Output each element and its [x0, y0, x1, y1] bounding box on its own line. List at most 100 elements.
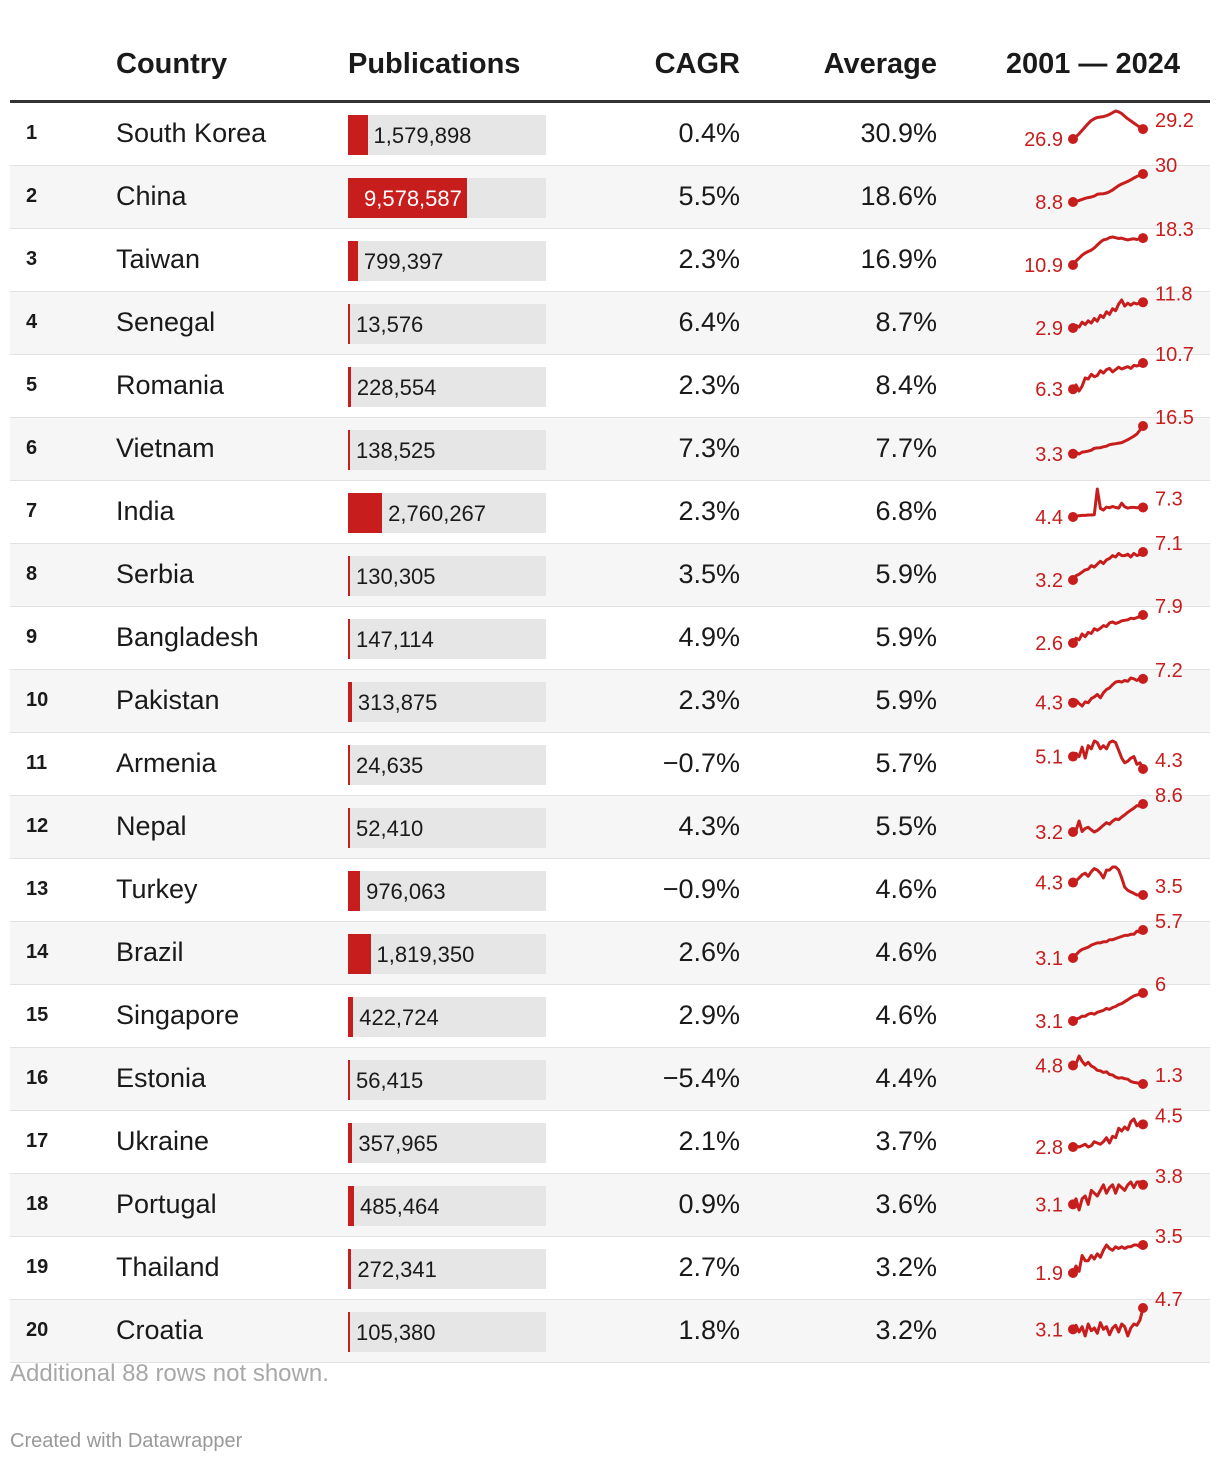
publications-bar: 52,410 — [348, 808, 546, 848]
publications-value: 228,554 — [356, 375, 437, 400]
cagr-cell: 2.3% — [678, 685, 740, 715]
trend-sparkline: 10.9 18.3 — [1024, 219, 1194, 277]
rank-cell: 4 — [26, 311, 38, 333]
sparkline-start-dot — [1068, 827, 1078, 837]
sparkline-end-label: 7.1 — [1155, 533, 1183, 555]
trend-sparkline: 3.2 7.1 — [1035, 533, 1183, 592]
sparkline-end-label: 11.8 — [1155, 283, 1192, 305]
header-average[interactable]: Average — [823, 48, 937, 80]
table-row: 7 India 2,760,267 2.3% 6.8% 4.4 7.3 — [10, 481, 1210, 544]
country-cell: Romania — [116, 370, 225, 400]
publications-value: 313,875 — [357, 690, 438, 715]
sparkline-end-label: 4.5 — [1155, 1105, 1183, 1127]
data-table: Country Publications CAGR Average 2001 —… — [10, 40, 1210, 1363]
average-cell: 30.9% — [860, 118, 937, 148]
sparkline-end-dot — [1138, 988, 1148, 998]
publications-value: 422,724 — [359, 1005, 439, 1030]
sparkline-line — [1071, 1180, 1145, 1212]
sparkline-start-dot — [1068, 877, 1078, 888]
sparkline-end-dot — [1138, 421, 1148, 431]
rank-cell: 2 — [26, 185, 38, 207]
trend-sparkline: 4.8 1.3 — [1035, 1054, 1183, 1089]
cagr-cell: 2.3% — [678, 244, 740, 274]
country-cell: Thailand — [116, 1252, 220, 1282]
sparkline-line — [1071, 424, 1145, 456]
publications-value: 357,965 — [358, 1131, 438, 1156]
trend-sparkline: 4.3 7.2 — [1035, 660, 1183, 715]
header-trend: 2001 — 2024 — [1005, 48, 1180, 80]
publications-value: 272,341 — [357, 1257, 437, 1282]
sparkline-start-dot — [1068, 751, 1078, 762]
publications-bar: 147,114 — [348, 619, 546, 659]
publications-value: 485,464 — [360, 1194, 440, 1219]
sparkline-end-label: 29.2 — [1155, 110, 1194, 132]
publications-bar-fill — [348, 1186, 354, 1226]
country-cell: Estonia — [116, 1063, 207, 1093]
sparkline-end-dot — [1138, 297, 1148, 308]
credit-line[interactable]: Created with Datawrapper — [10, 1430, 243, 1452]
sparkline-start-dot — [1068, 697, 1078, 708]
publications-bar-fill — [348, 1312, 350, 1352]
publications-bar: 1,579,898 — [348, 115, 546, 155]
sparkline-end-dot — [1138, 764, 1148, 774]
country-cell: Bangladesh — [116, 622, 259, 652]
publications-bar: 130,305 — [348, 556, 546, 596]
sparkline-line — [1071, 1243, 1145, 1275]
rank-cell: 12 — [26, 815, 49, 837]
publications-bar: 105,380 — [348, 1312, 546, 1352]
table-row: 12 Nepal 52,410 4.3% 5.5% 3.2 8.6 — [10, 785, 1210, 859]
sparkline-end-label: 4.3 — [1155, 750, 1183, 772]
table-row: 14 Brazil 1,819,350 2.6% 4.6% 3.1 5.7 — [10, 911, 1210, 985]
sparkline-start-dot — [1068, 1199, 1078, 1210]
country-cell: Pakistan — [116, 685, 220, 715]
sparkline-start-label: 3.1 — [1035, 1194, 1063, 1216]
table-row: 19 Thailand 272,341 2.7% 3.2% 1.9 3.5 — [10, 1226, 1210, 1300]
header-publications[interactable]: Publications — [348, 48, 521, 80]
sparkline-line — [1071, 676, 1145, 708]
sparkline-end-dot — [1138, 890, 1148, 900]
rank-cell: 13 — [26, 878, 49, 900]
sparkline-start-label: 3.1 — [1035, 1011, 1063, 1033]
publications-bar-fill — [348, 682, 352, 722]
rank-cell: 11 — [26, 752, 48, 774]
sparkline-line — [1071, 928, 1145, 960]
publications-bar: 422,724 — [348, 997, 546, 1037]
country-cell: Turkey — [116, 874, 198, 904]
average-cell: 5.9% — [875, 559, 937, 589]
table-row: 2 China 9,578,587 5.5% 18.6% 8.8 30 — [10, 155, 1210, 229]
sparkline-start-label: 26.9 — [1024, 129, 1063, 151]
sparkline-line — [1071, 550, 1145, 582]
trend-sparkline: 2.9 11.8 — [1035, 283, 1192, 340]
rank-cell: 3 — [26, 248, 38, 270]
table-row: 8 Serbia 130,305 3.5% 5.9% 3.2 7.1 — [10, 533, 1210, 607]
publications-bar: 272,341 — [348, 1249, 546, 1289]
publications-value: 105,380 — [356, 1320, 436, 1345]
table-row: 6 Vietnam 138,525 7.3% 7.7% 3.3 16.5 — [10, 407, 1210, 481]
sparkline-start-dot — [1068, 448, 1078, 459]
sparkline-line — [1071, 487, 1145, 519]
cagr-cell: 2.1% — [678, 1126, 740, 1156]
rank-cell: 15 — [26, 1004, 49, 1026]
sparkline-end-dot — [1138, 610, 1148, 620]
table-row: 1 South Korea 1,579,898 0.4% 30.9% 26.9 29.2 — [10, 103, 1210, 166]
trend-sparkline: 26.9 29.2 — [1024, 109, 1194, 151]
sparkline-end-label: 5.7 — [1155, 911, 1183, 933]
sparkline-start-dot — [1068, 1142, 1078, 1152]
header-cagr[interactable]: CAGR — [654, 48, 740, 80]
sparkline-start-label: 4.3 — [1035, 693, 1063, 715]
average-cell: 5.5% — [875, 811, 937, 841]
header-country[interactable]: Country — [116, 48, 228, 80]
table-row: 17 Ukraine 357,965 2.1% 3.7% 2.8 4.5 — [10, 1105, 1210, 1174]
average-cell: 3.7% — [875, 1126, 937, 1156]
publications-bar-fill — [348, 493, 383, 533]
publications-bar: 976,063 — [348, 871, 546, 911]
country-cell: India — [116, 496, 175, 526]
country-cell: Croatia — [116, 1315, 204, 1345]
sparkline-start-label: 4.4 — [1035, 507, 1063, 529]
table-row: 20 Croatia 105,380 1.8% 3.2% 3.1 4.7 — [10, 1289, 1210, 1363]
table-row: 9 Bangladesh 147,114 4.9% 5.9% 2.6 7.9 — [10, 596, 1210, 670]
sparkline-line — [1071, 1306, 1145, 1338]
sparkline-line — [1071, 739, 1145, 771]
sparkline-line — [1071, 613, 1145, 645]
sparkline-line — [1071, 865, 1145, 897]
